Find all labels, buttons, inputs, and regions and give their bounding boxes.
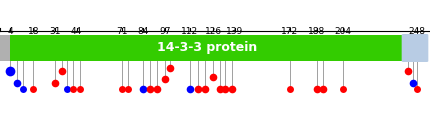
Text: 71: 71: [116, 27, 127, 36]
Text: 188: 188: [308, 27, 325, 36]
Text: 14-3-3 protein: 14-3-3 protein: [157, 41, 257, 54]
Text: 97: 97: [159, 27, 171, 36]
Text: 172: 172: [282, 27, 298, 36]
Text: 4: 4: [7, 27, 13, 36]
Text: 112: 112: [181, 27, 199, 36]
Bar: [0, 35, 13, 61]
Text: 44: 44: [71, 27, 82, 36]
Text: 126: 126: [205, 27, 222, 36]
Bar: [10, 35, 403, 61]
Text: 18: 18: [28, 27, 39, 36]
Text: 248: 248: [408, 27, 425, 36]
Text: 204: 204: [335, 27, 352, 36]
Text: 139: 139: [226, 27, 244, 36]
Text: 31: 31: [49, 27, 61, 36]
Text: 84: 84: [138, 27, 149, 36]
FancyBboxPatch shape: [402, 34, 428, 62]
